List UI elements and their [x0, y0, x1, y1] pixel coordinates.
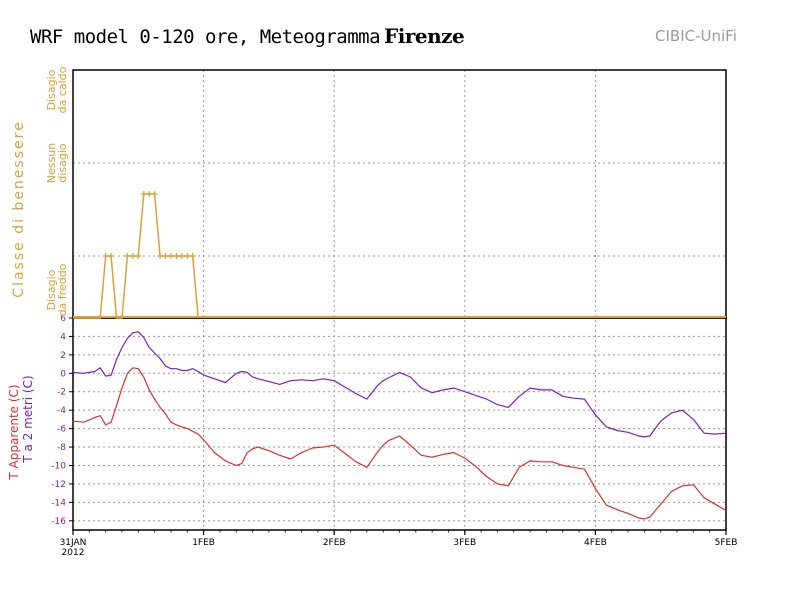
y-tick-label: 4 [60, 332, 66, 342]
x-tick-year: 2012 [62, 548, 85, 558]
y-tick-label: -6 [57, 425, 66, 435]
y-tick-label: -8 [57, 443, 66, 453]
x-tick-label: 2FEB [323, 538, 346, 548]
temp-2m-line [72, 331, 727, 438]
comfort-axis-label: Classe di benessere [11, 120, 27, 297]
chart-title: WRF model 0-120 ore, Meteogramma Firenze [30, 24, 465, 48]
y-tick-label: -14 [51, 498, 66, 508]
comfort-category-label: Disagioda caldo [45, 66, 69, 113]
comfort-point [108, 253, 115, 259]
temp-apparent-line [72, 367, 727, 520]
comfort-point [146, 191, 153, 197]
series-layer [72, 191, 727, 520]
comfort-category-label: Nessundisagio [45, 143, 69, 183]
comfort-point [184, 253, 191, 259]
y-tick-label: -10 [51, 461, 66, 471]
comfort-point [135, 253, 142, 259]
comfort-point [167, 253, 174, 259]
top-panel-frame [72, 69, 727, 319]
comfort-category-label: Disagioda freddo [45, 263, 69, 316]
comfort-point [173, 253, 180, 259]
bottom-panel-frame [72, 317, 727, 531]
temp-2m-axis-label: T a 2 metri (C) [21, 375, 35, 463]
comfort-point [151, 191, 158, 197]
comfort-point [178, 253, 185, 259]
y-tick-label: -4 [57, 406, 66, 416]
title-city: Firenze [384, 24, 465, 48]
y-tick-label: 2 [60, 351, 66, 361]
frame-layer [69, 69, 727, 535]
x-tick-label: 5FEB [715, 538, 738, 548]
comfort-point [162, 253, 169, 259]
y-tick-label: -2 [57, 388, 66, 398]
x-tick-label: 3FEB [453, 538, 476, 548]
comfort-point [102, 253, 109, 259]
grid-layer [73, 69, 726, 530]
credit-label: CIBIC-UniFi [655, 27, 737, 45]
y-tick-label: -16 [51, 517, 66, 527]
title-prefix: WRF model 0-120 ore, Meteogramma [30, 26, 381, 48]
temp-apparent-axis-label: T Apparente (C) [7, 384, 21, 480]
label-layer: 31JAN 1FEB 2FEB 3FEB 4FEB 5FEB 2012 6 4 2 0 -2 -4 -6 -… [7, 66, 737, 558]
comfort-point [189, 253, 196, 259]
comfort-point [157, 253, 164, 259]
y-tick-label: -12 [51, 480, 66, 490]
comfort-point [124, 253, 131, 259]
y-tick-label: 0 [60, 369, 66, 379]
x-tick-label: 1FEB [192, 538, 215, 548]
x-tick-label: 31JAN [60, 538, 87, 548]
y-tick-label: 6 [60, 314, 66, 324]
comfort-point [140, 191, 147, 197]
comfort-point [129, 253, 136, 259]
x-tick-label: 4FEB [584, 538, 607, 548]
